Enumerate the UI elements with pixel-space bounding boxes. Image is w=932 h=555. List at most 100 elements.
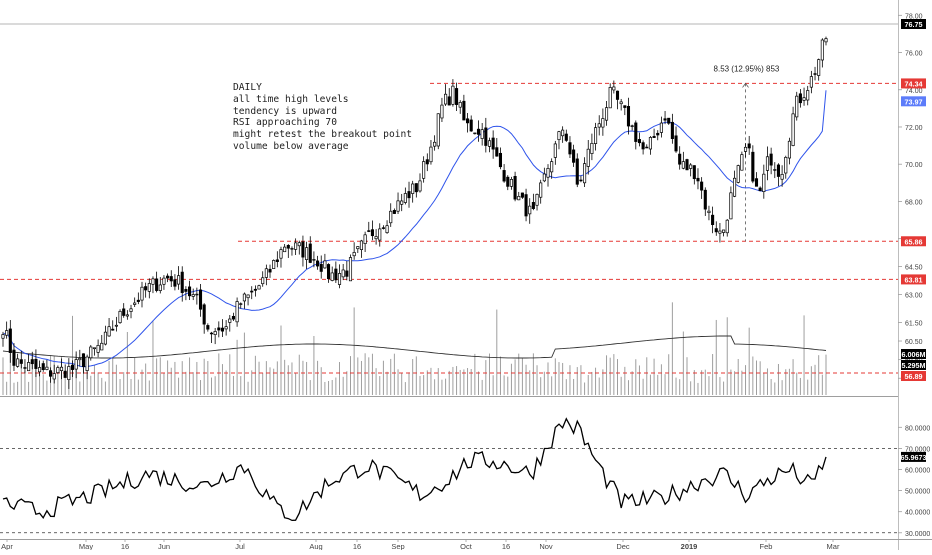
candle xyxy=(564,133,568,141)
moving-average-line xyxy=(2,90,827,368)
candle xyxy=(568,142,572,155)
candle xyxy=(630,125,634,127)
candle xyxy=(787,140,791,159)
candle xyxy=(272,260,276,269)
candle xyxy=(418,180,422,192)
candle xyxy=(275,259,279,262)
price-tick-label: 70.00 xyxy=(905,162,923,169)
candle xyxy=(436,113,440,147)
time-tick-label: Apr xyxy=(1,542,13,550)
candle xyxy=(151,278,155,285)
candle xyxy=(575,158,579,185)
candle xyxy=(528,205,532,215)
candle xyxy=(590,142,594,154)
price-tick-label: 74.00 xyxy=(905,88,923,95)
candle xyxy=(177,275,181,285)
rsi-line xyxy=(2,417,827,522)
candle xyxy=(198,289,203,310)
price-tick-label: 63.00 xyxy=(905,292,923,299)
candle xyxy=(791,113,795,146)
candle xyxy=(678,153,682,165)
candle xyxy=(147,283,151,292)
candle xyxy=(641,142,645,150)
candle xyxy=(111,328,115,331)
candle xyxy=(579,179,583,182)
time-tick-label: 16 xyxy=(121,542,129,550)
level-badge-63-81-label: 63.81 xyxy=(905,275,923,284)
candle xyxy=(429,146,433,163)
candle xyxy=(561,129,565,137)
last-price-badge-bg xyxy=(901,19,926,29)
candle xyxy=(681,161,685,169)
candle xyxy=(422,161,426,179)
candle xyxy=(608,87,612,109)
candle xyxy=(447,96,451,106)
candle xyxy=(5,330,9,336)
candle xyxy=(67,366,71,380)
volume-ma-badge-label: 5.295M xyxy=(902,361,926,370)
candle xyxy=(462,100,466,121)
candle xyxy=(30,359,34,365)
candle xyxy=(294,242,298,250)
candle xyxy=(637,139,642,144)
candle xyxy=(235,301,239,323)
candle xyxy=(187,286,192,297)
candle xyxy=(663,118,667,121)
candle xyxy=(122,308,126,316)
candle xyxy=(396,200,400,212)
candle xyxy=(283,246,287,253)
candle xyxy=(711,214,715,226)
candle xyxy=(667,117,671,124)
candle xyxy=(290,248,294,250)
candle xyxy=(444,93,448,105)
candle xyxy=(312,259,316,261)
candle xyxy=(195,293,199,296)
candle xyxy=(308,243,312,263)
candle xyxy=(433,141,437,147)
candle xyxy=(502,170,506,182)
volume-badge: 6.006M xyxy=(901,349,926,359)
candle xyxy=(224,326,228,330)
candle xyxy=(809,76,813,88)
time-tick-label: Nov xyxy=(539,542,553,550)
candle xyxy=(92,347,96,350)
candle xyxy=(264,268,268,278)
candle xyxy=(385,225,389,234)
rsi-value-badge-label: 65.9673 xyxy=(901,453,927,462)
annotation-line: might retest the breakout point xyxy=(233,129,413,141)
candle xyxy=(769,153,773,166)
candle xyxy=(19,359,23,364)
candle xyxy=(652,136,656,138)
ma-badge-label: 73.97 xyxy=(905,97,923,106)
candle xyxy=(645,146,649,149)
candle xyxy=(623,105,627,108)
candle xyxy=(206,325,210,330)
candle xyxy=(754,178,759,187)
time-tick-label: Jul xyxy=(235,542,245,550)
candle xyxy=(326,264,331,280)
candle xyxy=(144,286,148,291)
candle xyxy=(114,324,118,327)
candle xyxy=(634,122,638,142)
candle xyxy=(539,182,543,198)
candle xyxy=(798,93,802,104)
rsi-tick-label: 80.0000 xyxy=(905,425,930,432)
candle xyxy=(70,364,75,370)
candle xyxy=(740,154,744,171)
candle xyxy=(465,118,470,124)
candle xyxy=(1,334,5,339)
candle xyxy=(352,252,356,257)
candle xyxy=(542,173,546,182)
candle xyxy=(253,288,257,291)
candle xyxy=(348,257,353,282)
level-badge-74-34-bg xyxy=(901,78,926,89)
candle xyxy=(239,303,243,305)
candle xyxy=(718,230,722,234)
candle xyxy=(685,159,689,171)
price-tick-label: 78.00 xyxy=(905,13,923,20)
candle xyxy=(824,38,828,43)
candle xyxy=(378,228,382,241)
annotation-line: RSI approaching 70 xyxy=(233,117,337,129)
volume-level-badge-label: 56.89 xyxy=(905,372,923,381)
